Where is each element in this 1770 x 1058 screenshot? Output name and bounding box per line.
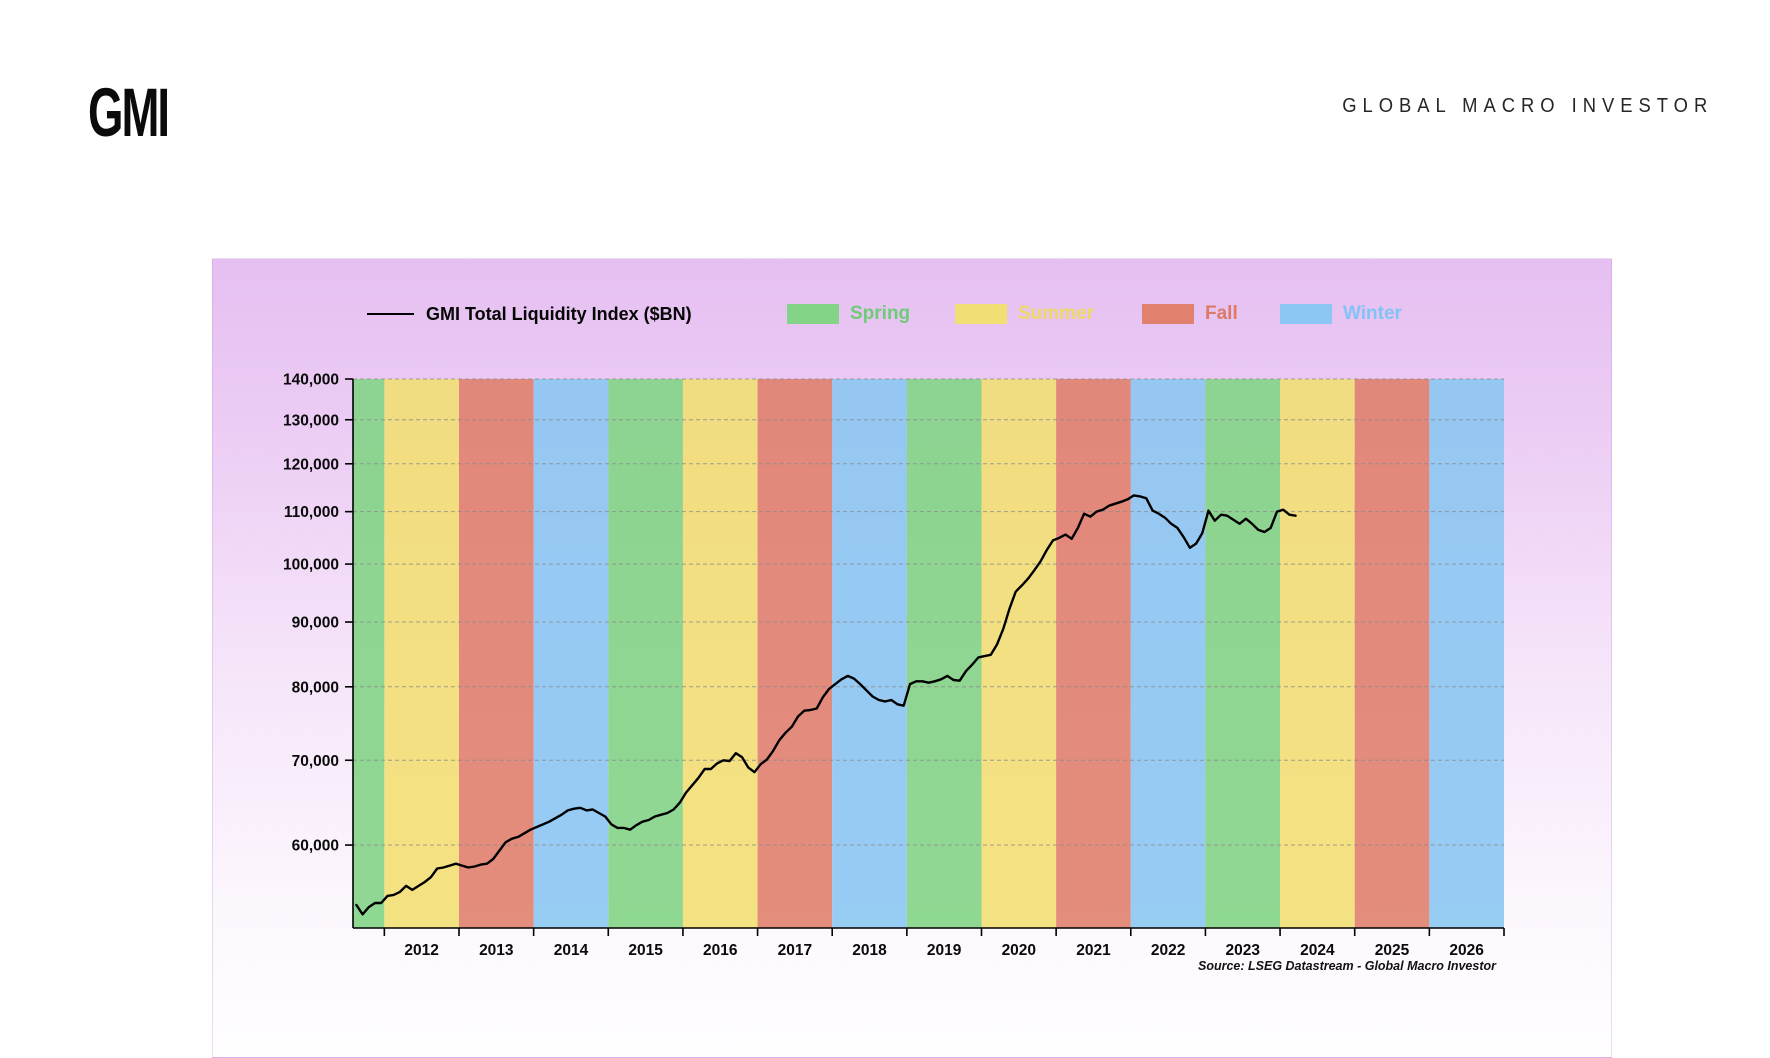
x-tick-label: 2020 [1002, 942, 1036, 959]
legend-item-summer: Summer [955, 301, 1094, 327]
y-tick-label: 70,000 [292, 753, 339, 770]
x-tick-label: 2022 [1151, 942, 1185, 959]
season-band-fall [757, 379, 833, 928]
legend-item-spring: Spring [787, 301, 910, 327]
legend-label-index: GMI Total Liquidity Index ($BN) [426, 303, 692, 324]
x-tick-label: 2025 [1375, 942, 1410, 959]
season-band-summer [384, 379, 459, 928]
x-tick-label: 2024 [1300, 942, 1335, 959]
legend-item-winter: Winter [1280, 301, 1402, 327]
x-tick-label: 2014 [554, 942, 589, 959]
gmi-logo: GMI [88, 74, 170, 151]
y-tick-label: 90,000 [292, 615, 339, 632]
legend-label-summer: Summer [1018, 303, 1095, 324]
summer-swatch-icon [955, 304, 1007, 324]
legend-item-fall: Fall [1142, 301, 1238, 327]
x-tick-label: 2013 [479, 942, 514, 959]
x-tick-label: 2026 [1449, 942, 1484, 959]
season-band-spring [608, 379, 683, 928]
season-band-winter [1429, 379, 1504, 928]
x-tick-label: 2021 [1076, 942, 1111, 959]
x-tick-label: 2012 [404, 942, 438, 959]
line-sample-icon [367, 313, 414, 315]
y-tick-label: 80,000 [292, 679, 339, 696]
x-tick-label: 2019 [927, 942, 962, 959]
winter-swatch-icon [1280, 304, 1332, 324]
season-band-summer [1280, 379, 1355, 928]
season-band-spring [353, 379, 385, 928]
legend-label-fall: Fall [1205, 303, 1238, 324]
y-tick-label: 140,000 [283, 372, 339, 389]
spring-swatch-icon [787, 304, 839, 324]
x-tick-label: 2016 [703, 942, 738, 959]
legend-item-index: GMI Total Liquidity Index ($BN) [367, 301, 692, 327]
x-tick-label: 2017 [778, 942, 812, 959]
y-tick-label: 110,000 [284, 504, 339, 521]
season-band-spring [906, 379, 982, 928]
season-band-fall [458, 379, 534, 928]
season-band-spring [1205, 379, 1281, 928]
season-band-fall [1056, 379, 1131, 928]
legend-label-winter: Winter [1343, 303, 1402, 324]
y-tick-label: 120,000 [283, 456, 339, 473]
season-band-summer [682, 379, 758, 928]
source-note: Source: LSEG Datastream - Global Macro I… [1198, 959, 1496, 973]
x-tick-label: 2015 [628, 942, 663, 959]
season-band-winter [533, 379, 609, 928]
season-band-summer [981, 379, 1057, 928]
y-tick-label: 60,000 [292, 838, 339, 855]
y-tick-label: 100,000 [283, 557, 339, 574]
liquidity-index-line [355, 494, 1297, 916]
season-band-winter [832, 379, 907, 928]
x-tick-label: 2018 [852, 942, 887, 959]
season-band-winter [1130, 379, 1206, 928]
fall-swatch-icon [1142, 304, 1194, 324]
brand-text: GLOBAL MACRO INVESTOR [1342, 95, 1713, 117]
season-band-fall [1354, 379, 1430, 928]
x-tick-label: 2023 [1226, 942, 1261, 959]
y-tick-label: 130,000 [283, 412, 339, 429]
legend-label-spring: Spring [850, 303, 911, 324]
